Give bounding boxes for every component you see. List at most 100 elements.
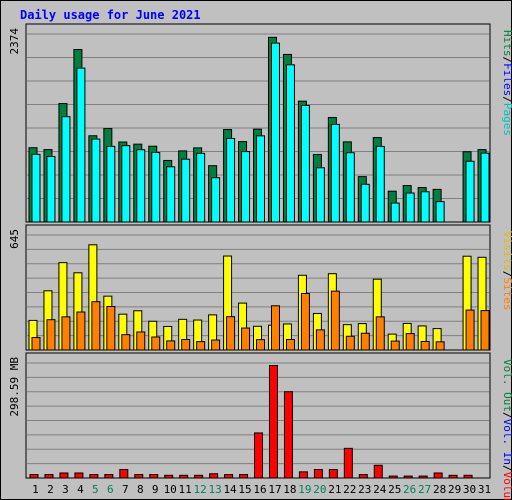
bar-sites-day-10 [166, 340, 176, 351]
bar-sites-day-30 [465, 309, 475, 351]
bar-volume-day-3 [59, 472, 69, 479]
bar-sites-day-4 [76, 311, 86, 351]
bar-volume-day-12 [194, 474, 204, 479]
bar-sites-day-25 [390, 340, 400, 351]
bar-sites-day-2 [46, 319, 56, 351]
bar-volume-day-17 [268, 365, 278, 479]
bar-sites-day-16 [256, 339, 266, 351]
bar-sites-day-13 [211, 339, 221, 351]
chart-title: Daily usage for June 2021 [20, 8, 201, 22]
x-tick-label-day-29: 29 [448, 483, 461, 496]
legend-entry: Files [501, 63, 512, 96]
x-tick-label-day-22: 22 [343, 483, 356, 496]
x-tick-label-day-9: 9 [152, 483, 159, 496]
bar-volume-day-29 [448, 474, 458, 479]
bar-pages-day-27 [420, 191, 430, 223]
bar-sites-day-17 [270, 305, 280, 351]
bar-sites-day-28 [435, 341, 445, 351]
x-tick-label-day-27: 27 [418, 483, 431, 496]
bar-sites-day-1 [31, 337, 41, 351]
bar-pages-day-11 [181, 158, 191, 223]
legend-entry: / [501, 465, 512, 472]
bar-pages-day-8 [136, 149, 146, 223]
x-tick-label-day-30: 30 [463, 483, 476, 496]
bar-pages-day-30 [465, 160, 475, 223]
bar-pages-day-23 [360, 183, 370, 223]
x-tick-label-day-4: 4 [77, 483, 84, 496]
bar-pages-day-28 [435, 201, 445, 223]
x-tick-label-day-15: 15 [238, 483, 251, 496]
x-tick-label-day-11: 11 [179, 483, 192, 496]
bar-sites-day-31 [480, 310, 490, 351]
x-tick-label-day-20: 20 [313, 483, 326, 496]
legend-entry: Pages [501, 103, 512, 136]
bar-pages-day-17 [270, 42, 280, 223]
x-tick-label-day-17: 17 [268, 483, 281, 496]
bar-pages-day-19 [300, 104, 310, 223]
bar-pages-day-9 [151, 151, 161, 223]
legend-entry: / [501, 271, 512, 278]
bar-pages-day-21 [330, 123, 340, 223]
bar-volume-day-5 [89, 474, 99, 479]
bar-sites-day-27 [420, 340, 430, 351]
bar-volume-day-28 [433, 472, 443, 479]
x-tick-label-day-12: 12 [194, 483, 207, 496]
bar-volume-day-30 [463, 474, 473, 479]
bar-volume-day-15 [239, 474, 249, 479]
x-tick-label-day-5: 5 [92, 483, 99, 496]
bar-sites-day-23 [360, 332, 370, 351]
bar-volume-day-7 [119, 469, 129, 479]
bar-volume-day-25 [388, 475, 398, 479]
bar-sites-day-26 [405, 333, 415, 351]
x-tick-label-day-19: 19 [298, 483, 311, 496]
bar-sites-day-8 [136, 331, 146, 351]
legend-entry: Sites [501, 277, 512, 310]
y-max-label-top: 2374 [8, 28, 21, 55]
bar-volume-day-26 [403, 475, 413, 479]
y-max-label-middle: 645 [8, 229, 21, 249]
bar-volume-day-21 [328, 469, 338, 479]
bar-pages-day-25 [390, 202, 400, 223]
x-tick-label-day-28: 28 [433, 483, 446, 496]
bar-sites-day-18 [285, 338, 295, 351]
legend-middle: Visits/Sites [501, 231, 512, 311]
y-max-label-bottom: 298.59 MB [8, 357, 21, 417]
x-tick-label-day-14: 14 [223, 483, 237, 496]
legend-entry: Volume [501, 472, 512, 500]
x-tick-label-day-26: 26 [403, 483, 416, 496]
bar-volume-day-27 [418, 475, 428, 479]
x-tick-label-day-8: 8 [137, 483, 144, 496]
x-tick-label-day-3: 3 [62, 483, 69, 496]
bar-sites-day-22 [345, 335, 355, 351]
bar-volume-day-1 [29, 474, 39, 479]
bar-pages-day-26 [405, 192, 415, 223]
panel-top: 2374 [8, 23, 491, 223]
bar-sites-day-5 [91, 301, 101, 351]
bar-sites-day-15 [241, 327, 251, 351]
x-tick-label-day-25: 25 [388, 483, 401, 496]
panel-bottom: 298.59 MB [8, 352, 491, 479]
bar-pages-day-13 [211, 177, 221, 223]
bar-volume-day-8 [134, 474, 144, 479]
bar-volume-day-18 [283, 391, 293, 479]
x-tick-label-day-31: 31 [478, 483, 491, 496]
bar-pages-day-2 [46, 156, 56, 223]
bar-volume-day-9 [149, 474, 159, 479]
legend-entry: / [501, 412, 512, 419]
bar-pages-day-7 [121, 145, 131, 223]
legend-entry: / [501, 96, 512, 103]
bar-pages-day-31 [480, 152, 490, 223]
bar-sites-day-21 [330, 290, 340, 351]
bar-sites-day-9 [151, 336, 161, 351]
x-tick-label-day-7: 7 [122, 483, 129, 496]
bar-sites-day-12 [196, 341, 206, 351]
bar-pages-day-16 [256, 135, 266, 223]
bar-volume-day-24 [373, 464, 383, 479]
bar-sites-day-20 [315, 329, 325, 351]
bar-volume-day-2 [44, 474, 54, 479]
bar-volume-day-16 [254, 432, 264, 479]
bar-volume-day-11 [179, 474, 189, 479]
bar-sites-day-19 [300, 292, 310, 351]
x-tick-label-day-21: 21 [328, 483, 341, 496]
legend-entry: Vol. In [501, 419, 512, 465]
